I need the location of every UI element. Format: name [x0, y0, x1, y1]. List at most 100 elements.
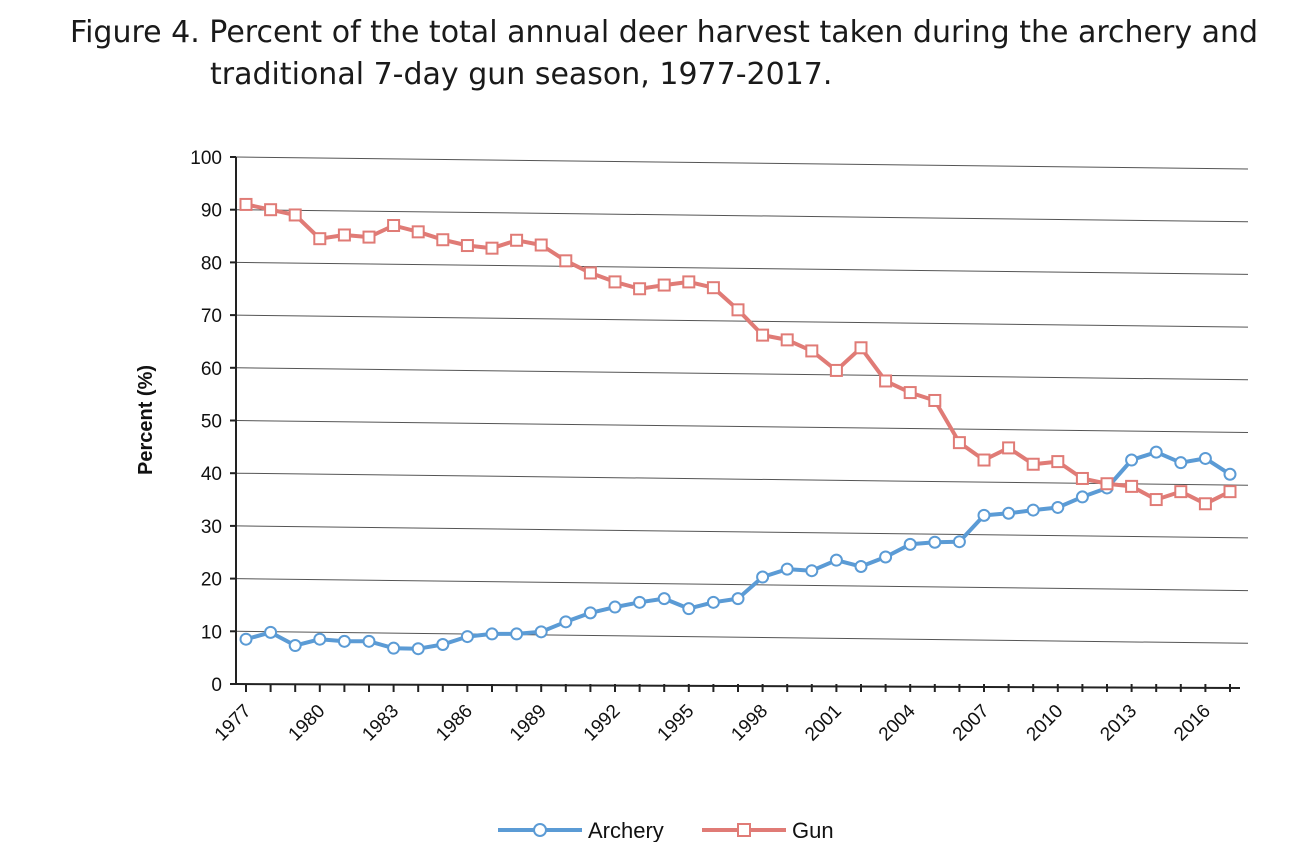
- archery-point: [706, 595, 720, 609]
- y-tick-label: 10: [201, 622, 222, 643]
- x-axis-ticks: 1977 1980 1983 1986 1989 1992 1995 1998 2001 2004…: [211, 684, 1231, 746]
- y-axis-ticks: 0 10 20 30 40 50 60 70 80 90 100: [190, 148, 236, 696]
- archery-point: [387, 641, 401, 655]
- y-tick-label: 30: [201, 517, 222, 538]
- archery-point: [903, 537, 917, 551]
- y-tick-label: 50: [201, 412, 222, 433]
- gun-point: [805, 344, 819, 358]
- archery-point: [313, 632, 327, 646]
- x-tick-label: 2007: [949, 701, 994, 746]
- gun-point: [510, 233, 524, 247]
- legend-marker: [533, 823, 547, 837]
- gun-point: [731, 303, 745, 317]
- archery-point: [485, 627, 499, 641]
- gun-point: [854, 341, 868, 355]
- gun-point: [879, 374, 893, 388]
- gun-point: [780, 333, 794, 347]
- y-tick-label: 70: [201, 306, 222, 327]
- gun-point: [829, 363, 843, 377]
- archery-point: [756, 570, 770, 584]
- gun-point: [706, 281, 720, 295]
- legend-marker: [737, 823, 751, 837]
- archery-point: [583, 606, 597, 620]
- archery-point: [879, 550, 893, 564]
- legend-label: Archery: [588, 818, 664, 842]
- archery-point: [1051, 500, 1065, 514]
- archery-point: [288, 639, 302, 653]
- gun-point: [411, 225, 425, 239]
- y-tick-label: 90: [201, 201, 222, 222]
- gun-line: [245, 202, 1231, 506]
- archery-point: [657, 592, 671, 606]
- gridline: [235, 314, 1249, 328]
- archery-point: [731, 592, 745, 606]
- archery-point: [1075, 490, 1089, 504]
- gun-point: [1125, 479, 1139, 493]
- gun-point: [1051, 455, 1065, 469]
- archery-point: [559, 615, 573, 629]
- x-tick-label: 1980: [285, 701, 330, 746]
- gun-point: [903, 386, 917, 400]
- gridline: [235, 261, 1249, 275]
- gun-point: [460, 239, 474, 253]
- figure-title: Figure 4. Percent of the total annual de…: [70, 12, 1270, 96]
- archery-point: [239, 632, 253, 646]
- gun-point: [1100, 477, 1114, 491]
- gun-point: [1198, 497, 1212, 511]
- x-tick-label: 1977: [211, 701, 256, 746]
- gun-point: [1149, 493, 1163, 507]
- gun-point: [608, 275, 622, 289]
- archery-point: [682, 602, 696, 616]
- gun-point: [1002, 441, 1016, 455]
- gun-point: [583, 266, 597, 280]
- y-tick-label: 20: [201, 570, 222, 591]
- gridline: [235, 525, 1249, 539]
- gridline: [235, 156, 1249, 170]
- gun-point: [1223, 485, 1237, 499]
- gun-point: [756, 328, 770, 342]
- gun-point: [264, 203, 278, 217]
- x-tick-label: 1998: [727, 701, 772, 746]
- y-tick-label: 0: [211, 675, 222, 696]
- archery-point: [436, 637, 450, 651]
- archery-point: [460, 630, 474, 644]
- archery-point: [1026, 503, 1040, 517]
- gun-point: [657, 278, 671, 292]
- archery-point: [829, 553, 843, 567]
- gridline: [235, 578, 1249, 592]
- gun-point: [387, 219, 401, 233]
- gun-point: [1174, 485, 1188, 499]
- gun-point: [337, 228, 351, 242]
- gun-point: [1026, 457, 1040, 471]
- x-tick-label: 1995: [654, 701, 699, 746]
- y-tick-label: 40: [201, 464, 222, 485]
- x-tick-label: 2004: [875, 700, 920, 745]
- x-tick-label: 1992: [580, 701, 625, 746]
- gridline: [235, 630, 1249, 644]
- gun-point: [682, 275, 696, 289]
- archery-point: [977, 508, 991, 522]
- archery-point: [1002, 506, 1016, 520]
- x-tick-label: 2001: [801, 701, 846, 746]
- gun-point: [436, 233, 450, 247]
- archery-point: [633, 595, 647, 609]
- legend-item-gun: Gun: [702, 818, 834, 842]
- archery-point: [805, 564, 819, 578]
- x-tick-label: 2013: [1096, 701, 1141, 746]
- gun-point: [952, 436, 966, 450]
- gridline: [235, 367, 1249, 381]
- archery-point: [1198, 451, 1212, 465]
- x-tick-label: 2010: [1023, 701, 1068, 746]
- archery-point: [362, 634, 376, 648]
- gun-point: [559, 254, 573, 268]
- y-axis-label: Percent (%): [135, 365, 157, 475]
- archery-point: [1223, 467, 1237, 481]
- gun-point: [239, 197, 253, 211]
- gun-point: [633, 282, 647, 296]
- legend-item-archery: Archery: [498, 818, 664, 842]
- archery-point: [1125, 453, 1139, 467]
- y-tick-label: 100: [190, 148, 222, 169]
- gridline: [235, 209, 1249, 223]
- archery-point: [1174, 456, 1188, 470]
